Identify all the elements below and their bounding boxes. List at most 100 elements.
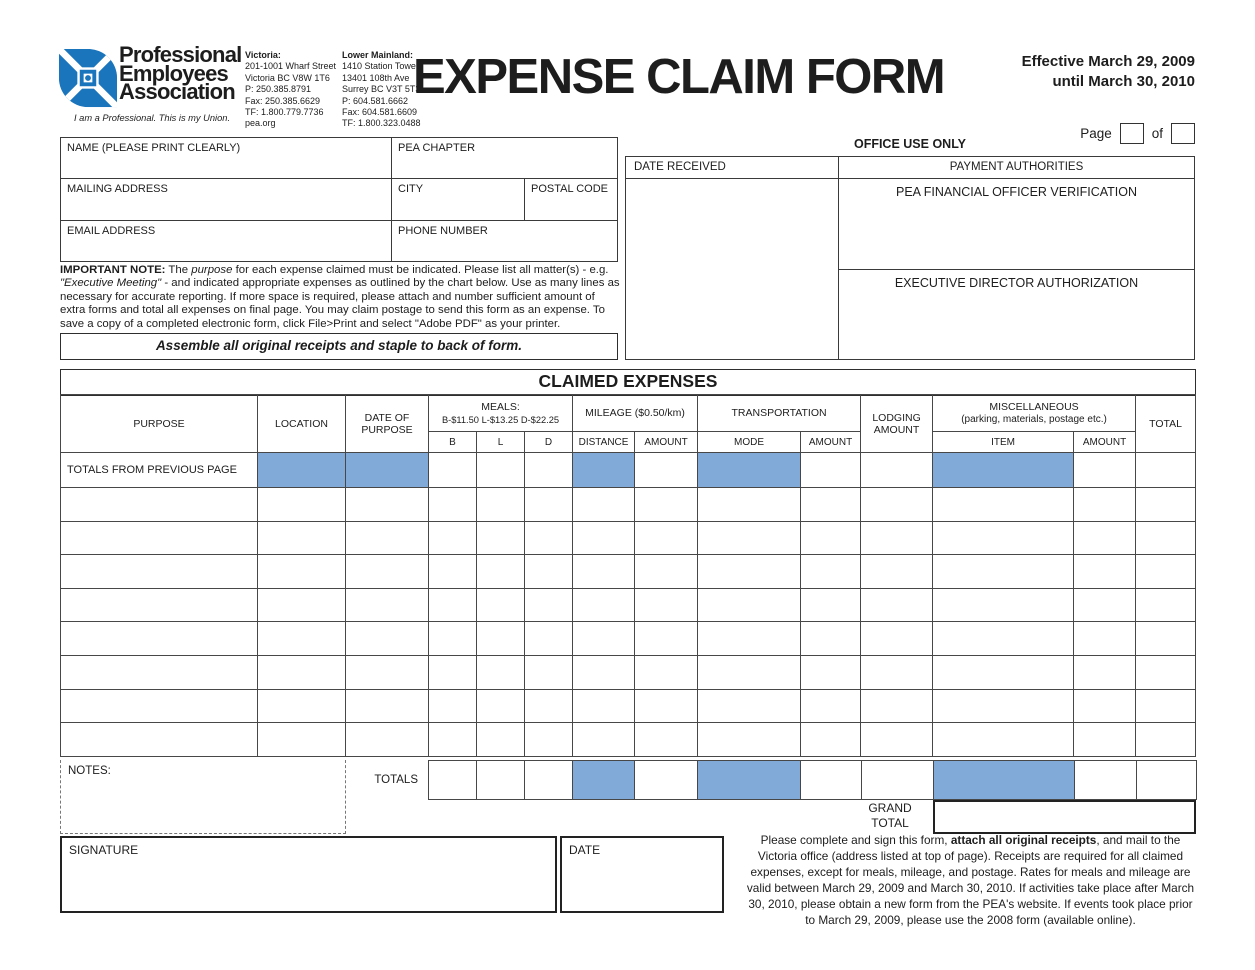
expense-cell[interactable]	[428, 654, 477, 690]
mailing-address-field[interactable]: MAILING ADDRESS	[61, 179, 391, 219]
expense-cell[interactable]	[476, 520, 525, 556]
expense-cell[interactable]	[523, 688, 574, 724]
expense-cell[interactable]	[800, 621, 862, 656]
executive-director-authorization-area[interactable]: EXECUTIVE DIRECTOR AUTHORIZATION	[839, 268, 1194, 360]
expense-cell[interactable]	[60, 554, 258, 589]
expense-cell[interactable]	[932, 688, 1075, 724]
expense-cell[interactable]	[345, 621, 429, 656]
expense-cell[interactable]	[572, 554, 636, 589]
expense-cell[interactable]	[523, 654, 574, 690]
expense-cell[interactable]	[1073, 487, 1137, 522]
expense-cell[interactable]	[1073, 520, 1137, 556]
financial-officer-verification-area[interactable]: PEA FINANCIAL OFFICER VERIFICATION	[839, 179, 1194, 269]
expense-cell[interactable]	[257, 487, 346, 522]
expense-cell[interactable]	[1135, 654, 1197, 690]
prev-totals-total-cell[interactable]	[1135, 452, 1197, 488]
expense-cell[interactable]	[1073, 587, 1137, 623]
expense-cell[interactable]	[1073, 722, 1137, 757]
expense-cell[interactable]	[1135, 487, 1197, 522]
totals-dinner-cell[interactable]	[524, 760, 574, 800]
expense-cell[interactable]	[572, 722, 636, 757]
totals-breakfast-cell[interactable]	[427, 760, 478, 800]
expense-cell[interactable]	[800, 688, 862, 724]
prev-totals-transportation-amount-cell[interactable]	[800, 452, 862, 488]
expense-cell[interactable]	[860, 688, 934, 724]
expense-cell[interactable]	[60, 688, 258, 724]
expense-cell[interactable]	[860, 621, 934, 656]
expense-cell[interactable]	[257, 688, 346, 724]
expense-cell[interactable]	[1073, 654, 1137, 690]
expense-cell[interactable]	[428, 520, 477, 556]
totals-misc-amount-cell[interactable]	[1073, 760, 1137, 800]
expense-cell[interactable]	[523, 587, 574, 623]
page-total-box[interactable]	[1171, 123, 1195, 144]
expense-cell[interactable]	[476, 722, 525, 757]
expense-cell[interactable]	[523, 554, 574, 589]
page-number-box[interactable]	[1119, 123, 1144, 144]
name-field[interactable]: NAME (PLEASE PRINT CLEARLY)	[61, 138, 391, 178]
expense-cell[interactable]	[800, 554, 862, 589]
expense-cell[interactable]	[1135, 722, 1197, 757]
expense-cell[interactable]	[476, 621, 525, 656]
date-area[interactable]: DATE	[560, 836, 724, 913]
expense-cell[interactable]	[476, 554, 525, 589]
expense-cell[interactable]	[697, 520, 802, 556]
expense-cell[interactable]	[697, 722, 802, 757]
expense-cell[interactable]	[860, 722, 934, 757]
expense-cell[interactable]	[572, 520, 636, 556]
expense-cell[interactable]	[697, 621, 802, 656]
expense-cell[interactable]	[932, 722, 1075, 757]
totals-total-cell[interactable]	[1135, 760, 1198, 800]
expense-cell[interactable]	[860, 487, 934, 522]
expense-cell[interactable]	[1135, 688, 1197, 724]
expense-cell[interactable]	[428, 554, 477, 589]
expense-cell[interactable]	[257, 520, 346, 556]
expense-cell[interactable]	[932, 520, 1075, 556]
prev-totals-breakfast-cell[interactable]	[428, 452, 477, 488]
expense-cell[interactable]	[428, 487, 477, 522]
expense-cell[interactable]	[60, 654, 258, 690]
expense-cell[interactable]	[1135, 621, 1197, 656]
expense-cell[interactable]	[634, 621, 699, 656]
email-field[interactable]: EMAIL ADDRESS	[61, 221, 391, 261]
expense-cell[interactable]	[800, 520, 862, 556]
expense-cell[interactable]	[60, 621, 258, 656]
expense-cell[interactable]	[523, 520, 574, 556]
prev-totals-dinner-cell[interactable]	[523, 452, 574, 488]
phone-field[interactable]: PHONE NUMBER	[391, 220, 617, 261]
expense-cell[interactable]	[1073, 621, 1137, 656]
expense-cell[interactable]	[60, 520, 258, 556]
expense-cell[interactable]	[697, 688, 802, 724]
expense-cell[interactable]	[476, 587, 525, 623]
expense-cell[interactable]	[932, 621, 1075, 656]
totals-mileage-amount-cell[interactable]	[634, 760, 699, 800]
expense-cell[interactable]	[345, 587, 429, 623]
prev-totals-mileage-amount-cell[interactable]	[634, 452, 699, 488]
expense-cell[interactable]	[428, 722, 477, 757]
prev-totals-lunch-cell[interactable]	[476, 452, 525, 488]
expense-cell[interactable]	[60, 722, 258, 757]
expense-cell[interactable]	[634, 554, 699, 589]
expense-cell[interactable]	[634, 688, 699, 724]
notes-area[interactable]: NOTES:	[60, 760, 346, 834]
expense-cell[interactable]	[634, 722, 699, 757]
grand-total-box[interactable]	[933, 800, 1196, 834]
expense-cell[interactable]	[345, 487, 429, 522]
expense-cell[interactable]	[257, 587, 346, 623]
expense-cell[interactable]	[1135, 587, 1197, 623]
expense-cell[interactable]	[1073, 688, 1137, 724]
expense-cell[interactable]	[634, 520, 699, 556]
expense-cell[interactable]	[257, 554, 346, 589]
expense-cell[interactable]	[800, 654, 862, 690]
date-received-area[interactable]	[626, 179, 839, 359]
expense-cell[interactable]	[697, 487, 802, 522]
expense-cell[interactable]	[572, 621, 636, 656]
expense-cell[interactable]	[860, 520, 934, 556]
expense-cell[interactable]	[1073, 554, 1137, 589]
expense-cell[interactable]	[345, 554, 429, 589]
expense-cell[interactable]	[572, 688, 636, 724]
expense-cell[interactable]	[523, 722, 574, 757]
prev-totals-misc-amount-cell[interactable]	[1073, 452, 1137, 488]
expense-cell[interactable]	[257, 621, 346, 656]
expense-cell[interactable]	[428, 587, 477, 623]
